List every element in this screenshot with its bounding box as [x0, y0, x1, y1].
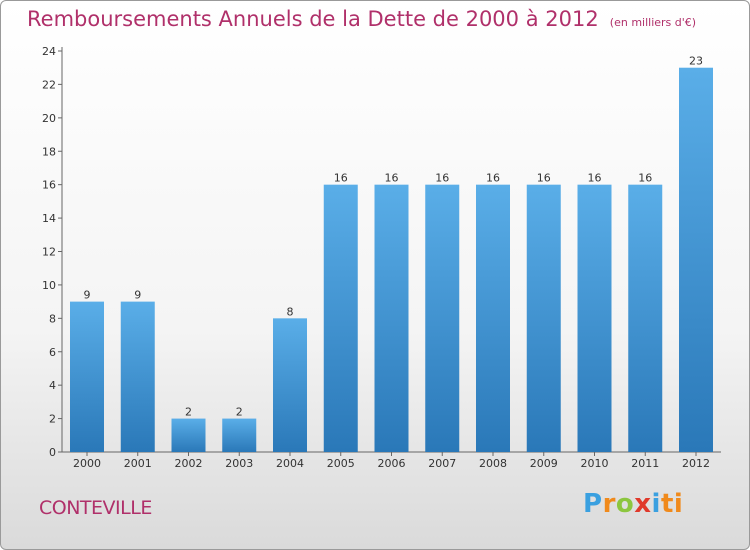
- y-tick-label: 0: [49, 446, 56, 459]
- data-label: 16: [638, 172, 652, 185]
- bar: [425, 184, 460, 452]
- bar: [222, 418, 257, 452]
- data-label: 16: [435, 172, 449, 185]
- x-tick-label: 2009: [530, 457, 558, 470]
- x-tick-label: 2000: [73, 457, 101, 470]
- x-tick-label: 2005: [327, 457, 355, 470]
- bar: [476, 184, 510, 452]
- data-label: 23: [689, 55, 703, 68]
- y-tick-label: 20: [42, 112, 56, 125]
- data-label: 8: [287, 305, 294, 318]
- bar-chart: 0246810121416182022249200092001220022200…: [42, 45, 721, 470]
- logo-letter: i: [651, 489, 661, 519]
- bar: [679, 67, 713, 452]
- logo-letter: o: [615, 489, 635, 519]
- bar: [323, 184, 358, 452]
- data-label: 9: [134, 289, 141, 302]
- data-label: 16: [334, 172, 348, 185]
- bar: [120, 301, 155, 452]
- logo-letter: x: [634, 489, 652, 519]
- y-tick-label: 4: [49, 379, 56, 392]
- y-tick-label: 16: [42, 179, 56, 192]
- bar: [374, 184, 409, 452]
- bar: [628, 184, 663, 452]
- x-tick-label: 2006: [378, 457, 406, 470]
- y-tick-label: 2: [49, 413, 56, 426]
- y-tick-label: 8: [49, 312, 56, 325]
- data-label: 16: [588, 172, 602, 185]
- proxiti-logo: Proxiti: [583, 489, 683, 519]
- x-tick-label: 2011: [631, 457, 659, 470]
- x-tick-label: 2010: [581, 457, 609, 470]
- logo-letter: r: [602, 489, 616, 519]
- chart-title-main: Remboursements Annuels de la Dette de 20…: [27, 7, 599, 31]
- y-tick-label: 6: [49, 346, 56, 359]
- y-tick-label: 24: [42, 45, 56, 58]
- bar: [526, 184, 561, 452]
- y-tick-label: 18: [42, 145, 56, 158]
- x-tick-label: 2012: [682, 457, 710, 470]
- x-tick-label: 2004: [276, 457, 304, 470]
- chart-title: Remboursements Annuels de la Dette de 20…: [27, 7, 696, 31]
- y-tick-label: 14: [42, 212, 56, 225]
- bar: [273, 318, 307, 452]
- data-label: 2: [185, 406, 192, 419]
- x-tick-label: 2007: [428, 457, 456, 470]
- logo-letter: P: [583, 489, 603, 519]
- y-tick-label: 10: [42, 279, 56, 292]
- commune-name: CONTEVILLE: [39, 497, 152, 519]
- data-label: 2: [236, 406, 243, 419]
- x-tick-label: 2003: [225, 457, 253, 470]
- logo-letter: ti: [660, 489, 684, 519]
- bar: [70, 301, 104, 452]
- data-label: 16: [486, 172, 500, 185]
- y-tick-label: 22: [42, 78, 56, 91]
- bar: [171, 418, 206, 452]
- x-tick-label: 2001: [124, 457, 152, 470]
- x-tick-label: 2002: [175, 457, 203, 470]
- data-label: 9: [84, 289, 91, 302]
- data-label: 16: [537, 172, 551, 185]
- x-tick-label: 2008: [479, 457, 507, 470]
- chart-title-unit: (en milliers d'€): [609, 16, 697, 29]
- data-label: 16: [385, 172, 399, 185]
- bar: [577, 184, 612, 452]
- y-tick-label: 12: [42, 246, 56, 259]
